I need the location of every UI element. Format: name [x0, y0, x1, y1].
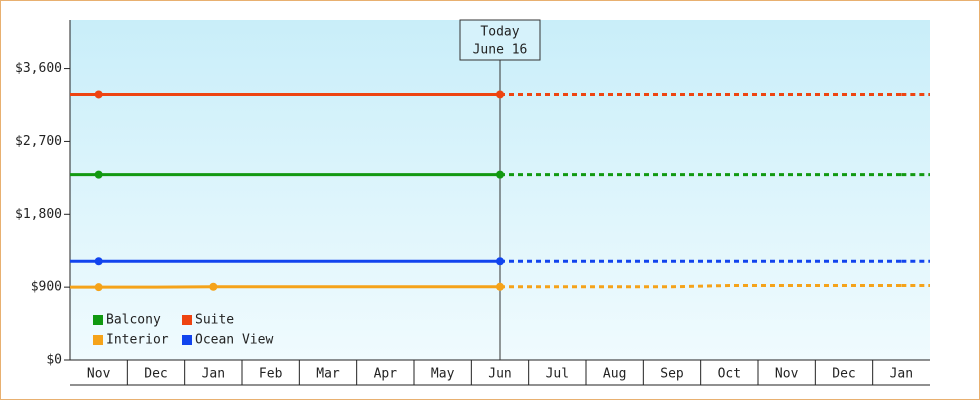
y-tick-label: $3,600: [15, 61, 62, 76]
x-tick-label: Jan: [890, 367, 913, 382]
point: [94, 90, 103, 99]
x-tick-label: Dec: [832, 367, 855, 382]
y-tick-label: $1,800: [15, 207, 62, 222]
x-tick-label: Apr: [374, 367, 398, 382]
x-tick-label: Oct: [718, 367, 741, 382]
legend-swatch: [93, 315, 103, 325]
x-tick-label: Nov: [87, 367, 111, 382]
x-tick-label: May: [431, 367, 455, 382]
legend-label: Interior: [106, 333, 169, 348]
x-tick-label: Feb: [259, 367, 283, 382]
y-tick-label: $2,700: [15, 134, 62, 149]
x-tick-label: Dec: [144, 367, 167, 382]
legend-swatch: [93, 335, 103, 345]
x-tick-label: Jan: [202, 367, 225, 382]
line-forecast: [500, 284, 902, 289]
legend-label: Suite: [195, 313, 234, 328]
point: [94, 170, 103, 179]
point: [209, 282, 218, 291]
x-tick-label: Nov: [775, 367, 799, 382]
x-tick-label: Sep: [660, 367, 684, 382]
legend-swatch: [182, 315, 192, 325]
legend-label: Balcony: [106, 313, 161, 328]
y-tick-label: $0: [46, 353, 62, 368]
point: [496, 257, 504, 266]
today-box: [459, 19, 541, 61]
point: [496, 170, 504, 179]
x-tick-label: Jun: [488, 367, 511, 382]
legend-label: Ocean View: [195, 333, 273, 348]
today-label: June 16: [473, 43, 528, 58]
point: [496, 90, 504, 99]
legend-swatch: [182, 335, 192, 345]
point: [94, 283, 103, 292]
y-tick-label: $900: [31, 280, 62, 295]
x-tick-label: Mar: [316, 367, 340, 382]
today-label: Today: [480, 25, 519, 40]
x-tick-label: Aug: [603, 367, 626, 382]
x-tick-label: Jul: [546, 367, 569, 382]
point: [496, 282, 504, 291]
point: [94, 257, 103, 266]
